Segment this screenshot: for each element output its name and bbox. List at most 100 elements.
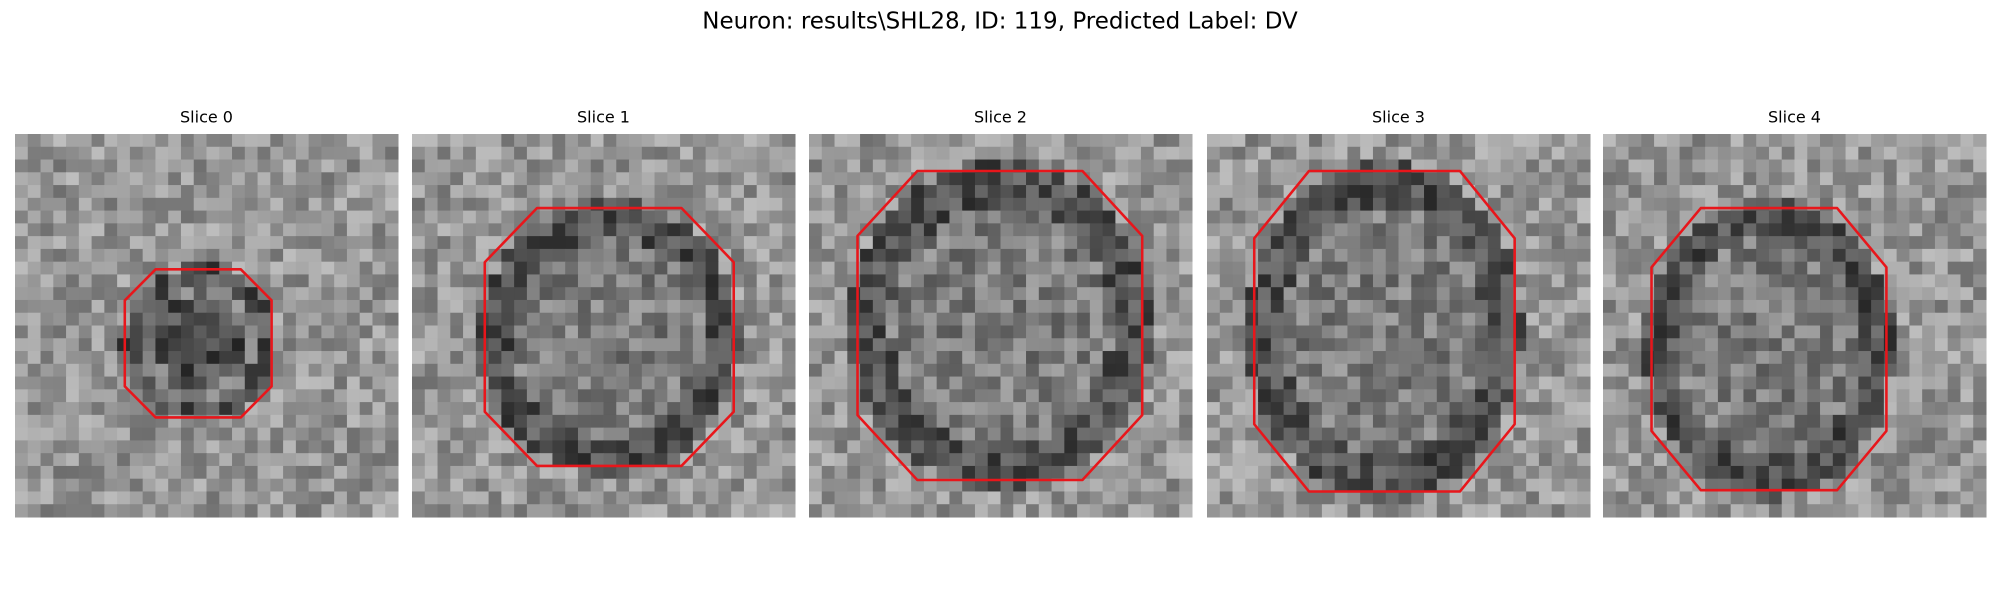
pixel [526,312,541,327]
pixel [155,402,169,416]
pixel [1140,210,1155,224]
pixel [283,363,297,378]
pixel [1245,287,1259,301]
pixel [667,274,681,288]
pixel [232,389,246,403]
pixel [1321,363,1336,378]
pixel [1232,363,1246,378]
pixel [1577,325,1591,339]
pixel [526,146,541,161]
pixel [1526,338,1540,352]
pixel [1692,185,1706,199]
pixel [78,389,93,403]
pixel [1000,172,1014,186]
pixel [450,287,464,301]
pixel [1424,363,1438,378]
pixel [1717,504,1732,518]
pixel [552,338,566,352]
pixel [756,453,770,467]
pixel [78,338,93,352]
pixel [1000,248,1014,263]
pixel [629,248,643,263]
pixel [590,453,605,467]
pixel [1385,312,1400,327]
pixel [1934,261,1949,275]
pixel [308,402,322,416]
pixel [1258,376,1272,390]
pixel [809,299,823,314]
pixel [193,248,208,263]
pixel [1115,325,1129,339]
pixel [1603,172,1617,186]
pixel [1909,299,1923,314]
pixel [346,210,361,224]
pixel [437,248,451,263]
pixel [142,146,156,161]
pixel [155,351,169,365]
pixel [809,363,823,378]
pixel [705,389,719,403]
pixel [974,172,989,186]
pixel [1666,478,1681,492]
pixel [743,389,758,403]
pixel [1564,223,1578,237]
pixel [27,504,42,518]
pixel [962,159,976,173]
pixel [1692,299,1706,314]
pixel [1115,146,1129,161]
pixel [450,274,464,288]
pixel [743,504,758,518]
pixel [1883,134,1898,148]
pixel [1026,478,1040,492]
pixel [1820,159,1834,173]
pixel [1347,197,1361,212]
pixel [1283,402,1297,416]
pixel [1296,465,1310,480]
pixel [1692,236,1706,250]
pixel [1768,427,1783,441]
pixel [1245,389,1259,403]
pixel [911,478,925,492]
pixel [1013,325,1027,339]
pixel [1551,248,1565,263]
pixel [244,414,259,429]
pixel [283,274,297,288]
pixel [1411,491,1425,505]
pixel [475,312,490,327]
pixel [1424,427,1438,441]
pixel [860,325,874,339]
pixel [1372,325,1387,339]
pixel [437,299,451,314]
pixel [1705,185,1719,199]
pixel [168,376,182,390]
pixel [847,491,861,505]
pixel [501,414,515,429]
pixel [756,159,770,173]
pixel [1207,325,1221,339]
pixel [577,414,592,429]
pixel [91,325,105,339]
pixel [1807,185,1821,199]
pixel [283,325,297,339]
pixel [66,414,80,429]
pixel [590,236,605,250]
pixel [129,465,144,480]
pixel [463,338,477,352]
pixel [78,325,93,339]
pixel [1102,504,1116,518]
pixel [283,338,297,352]
pixel [1089,172,1104,186]
pixel [475,453,490,467]
pixel [1628,248,1642,263]
pixel [962,402,976,416]
pixel [1424,351,1438,365]
pixel [1807,440,1821,454]
pixel [1436,287,1451,301]
pixel [1820,491,1834,505]
pixel [1038,402,1053,416]
pixel [718,351,732,365]
pixel [1309,134,1323,148]
pixel [1038,159,1053,173]
pixel [129,134,144,148]
